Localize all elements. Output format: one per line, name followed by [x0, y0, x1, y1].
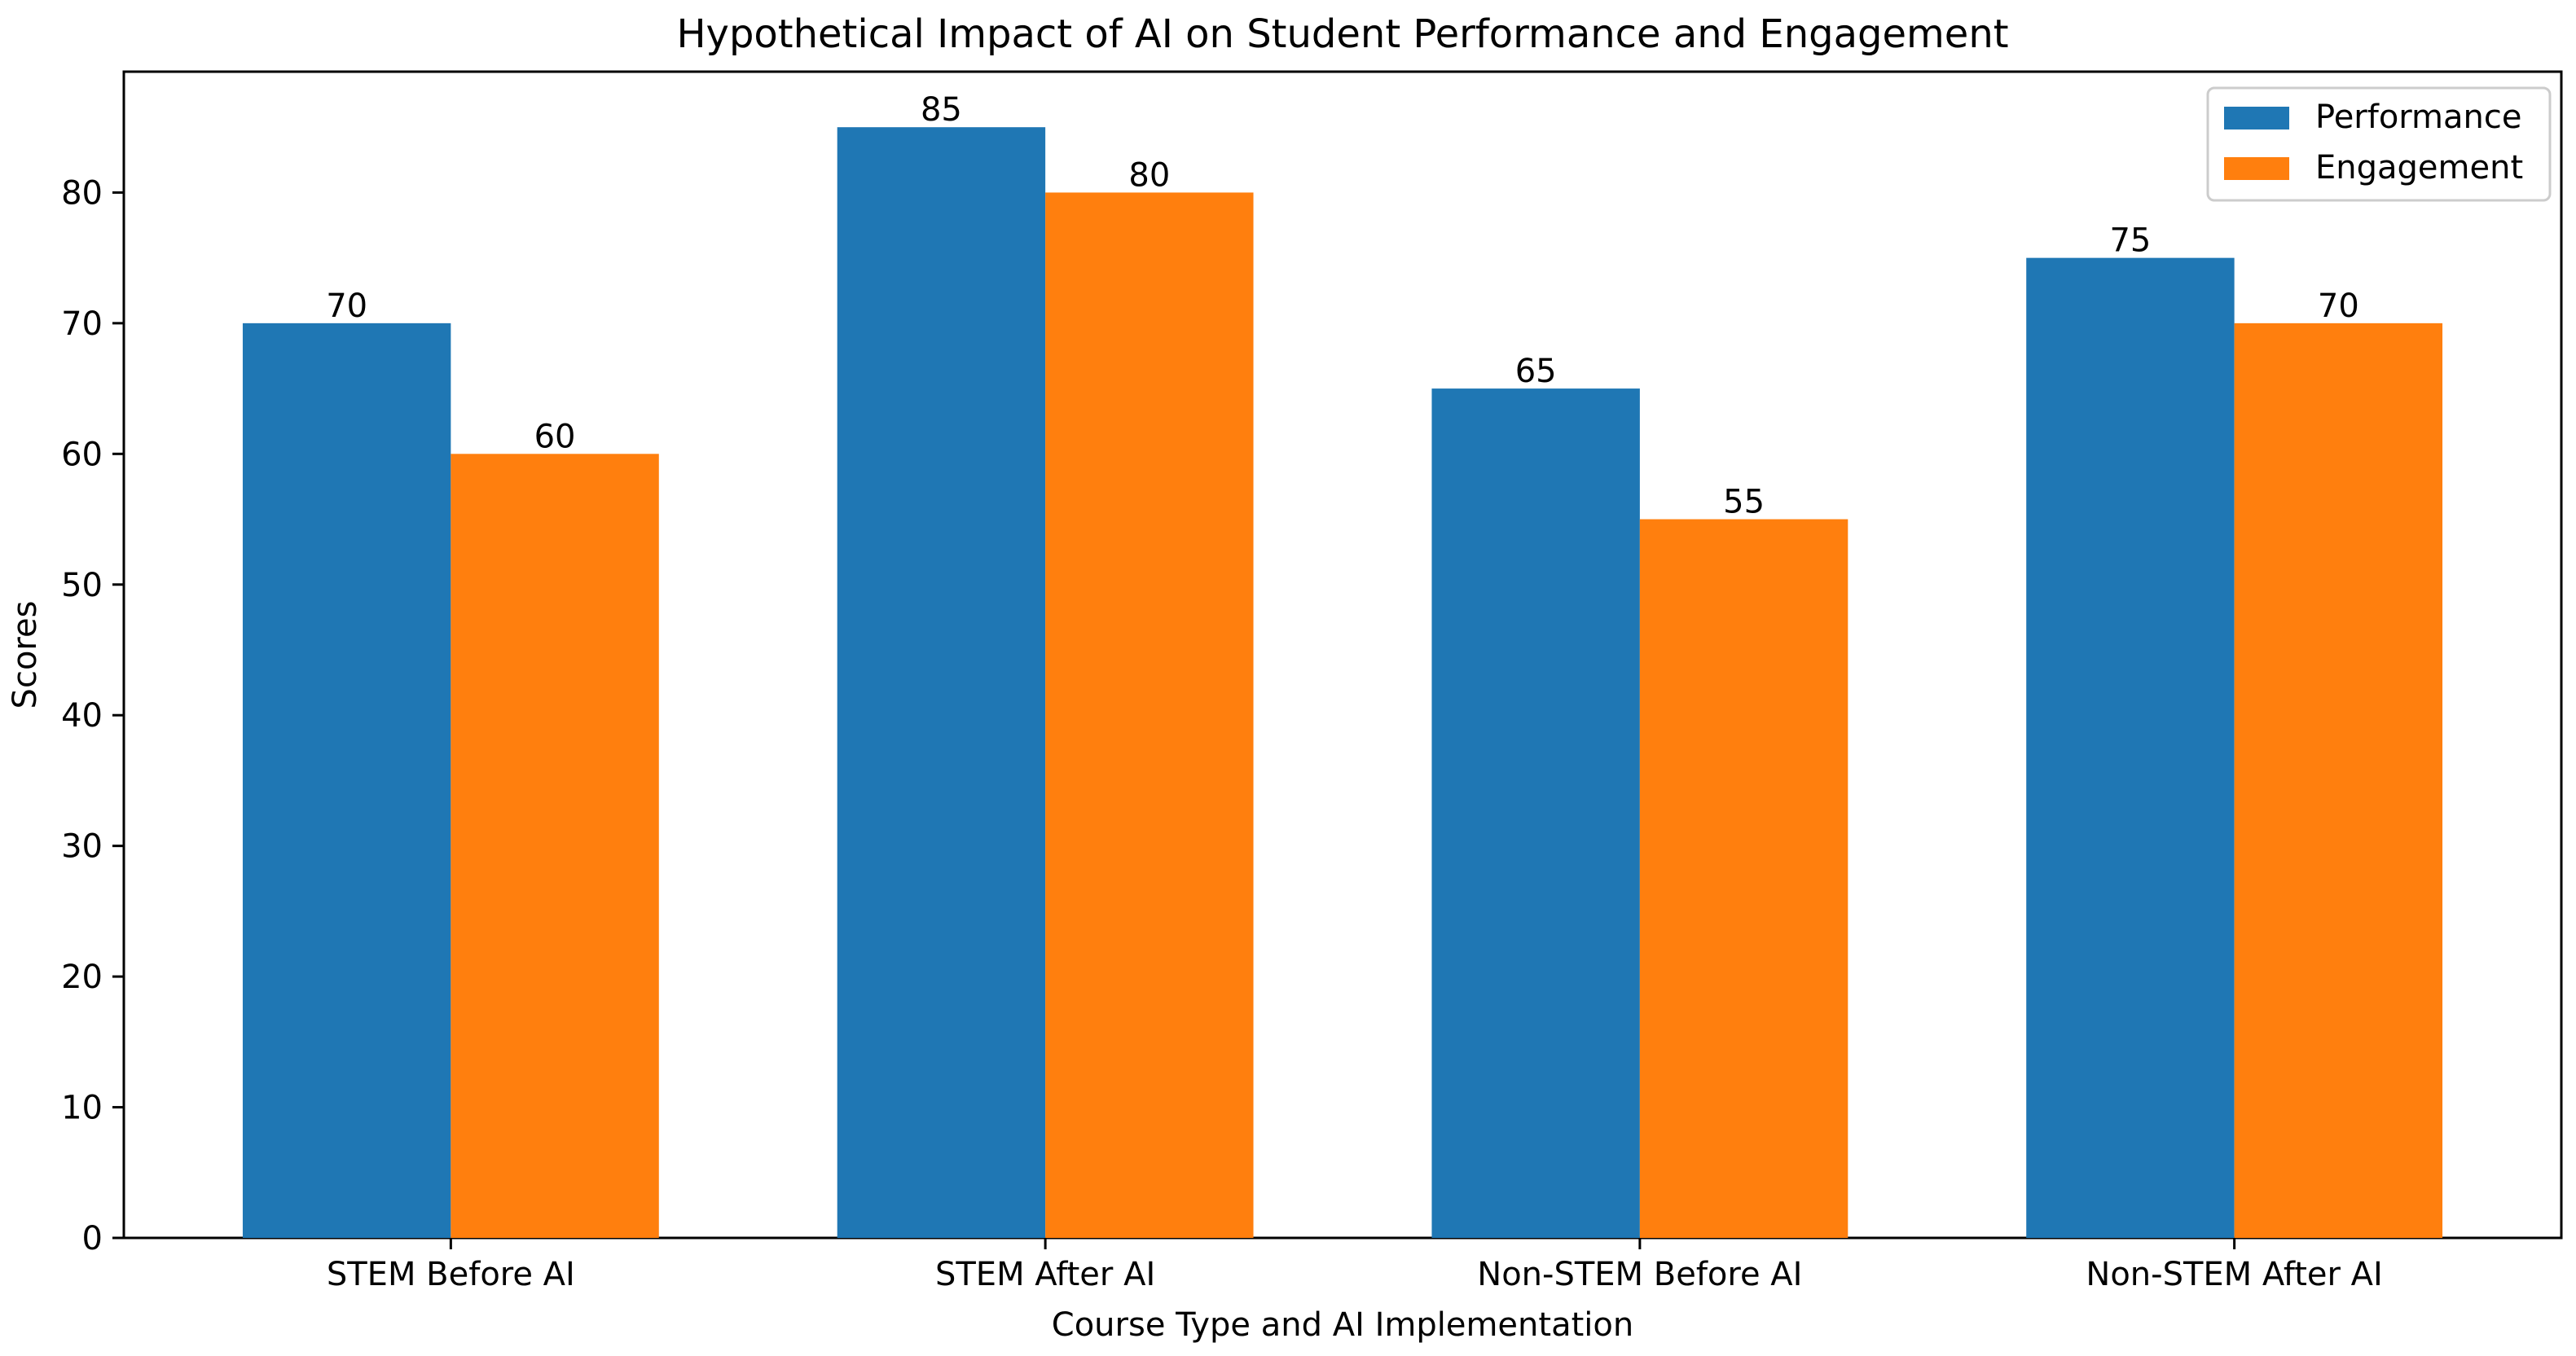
bar-engagement-1 [1045, 192, 1254, 1239]
y-tick-label: 20 [61, 959, 103, 996]
y-tick-label: 50 [61, 567, 103, 604]
y-tick-label: 70 [61, 305, 103, 343]
data-label-performance-3: 75 [2109, 222, 2151, 260]
bar-performance-0 [242, 323, 451, 1238]
x-tick-label: Non-STEM After AI [2086, 1256, 2382, 1293]
y-tick-label: 40 [61, 697, 103, 735]
legend-label-performance: Performance [2315, 99, 2521, 136]
y-tick-label: 30 [61, 828, 103, 866]
legend: Performance Engagement [2206, 86, 2552, 202]
x-tick-label: STEM After AI [935, 1256, 1155, 1293]
y-axis-title: Scores [7, 601, 44, 709]
y-axis: 0 10 20 30 40 50 60 70 80 [61, 174, 124, 1257]
bar-performance-1 [837, 127, 1046, 1239]
bar-performance-3 [2026, 257, 2235, 1238]
data-labels: 70 85 65 75 60 80 55 70 [326, 91, 2359, 520]
x-axis-title: Course Type and AI Implementation [1052, 1306, 1633, 1344]
chart-title: Hypothetical Impact of AI on Student Per… [676, 11, 2008, 57]
data-label-engagement-2: 55 [1723, 484, 1765, 521]
data-label-engagement-1: 80 [1128, 156, 1170, 194]
x-tick-label: Non-STEM Before AI [1477, 1256, 1802, 1293]
y-tick-label: 10 [61, 1090, 103, 1127]
data-label-performance-0: 70 [326, 287, 367, 325]
bar-engagement-3 [2234, 323, 2443, 1238]
x-axis: STEM Before AI STEM After AI Non-STEM Befo… [327, 1238, 2383, 1293]
plot-area: 70 85 65 75 60 80 55 70 [122, 70, 2563, 1240]
legend-box [2206, 86, 2552, 202]
bars [242, 127, 2443, 1239]
data-label-performance-1: 85 [921, 91, 962, 129]
data-label-engagement-0: 60 [534, 418, 576, 455]
bar-engagement-2 [1639, 519, 1848, 1238]
legend-label-engagement: Engagement [2315, 149, 2523, 187]
y-tick-label: 80 [61, 174, 103, 212]
legend-swatch-engagement [2224, 157, 2289, 180]
y-tick-label: 60 [61, 436, 103, 473]
x-tick-label: STEM Before AI [327, 1256, 575, 1293]
legend-swatch-performance [2224, 107, 2289, 129]
plot-frame [122, 70, 2563, 1240]
data-label-performance-2: 65 [1515, 353, 1557, 390]
y-tick-label: 0 [82, 1220, 103, 1257]
bar-performance-2 [1431, 388, 1640, 1239]
bar-engagement-0 [451, 454, 659, 1238]
data-label-engagement-3: 70 [2318, 287, 2359, 325]
